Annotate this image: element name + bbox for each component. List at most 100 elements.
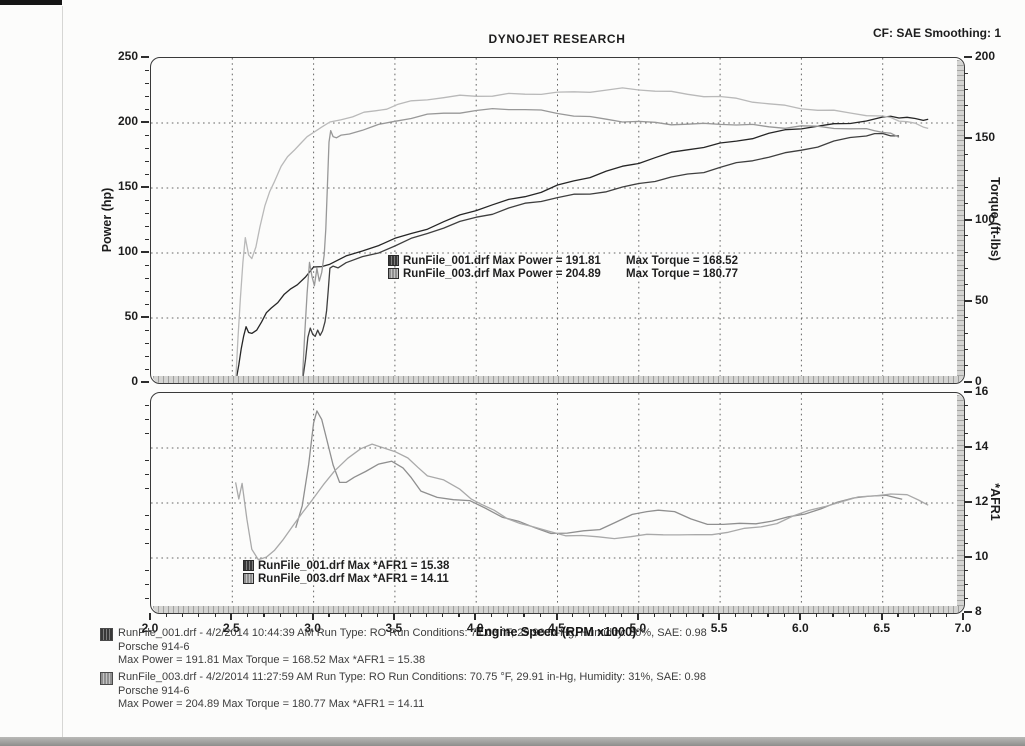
rpm-axis-minor-tick [621, 613, 623, 617]
power-axis-minor-tick [145, 303, 149, 305]
rpm-axis-minor-tick [604, 613, 606, 617]
power-axis-title: Power (hp) [100, 187, 114, 253]
legend-max-afr-001: RunFile_001.drf Max *AFR1 = 15.38 [258, 559, 450, 572]
rpm-axis-minor-tick [425, 613, 428, 617]
rpm-axis-minor-tick [864, 613, 867, 617]
afr-axis-minor-tick-left [145, 529, 149, 531]
rpm-axis-minor-tick [832, 613, 834, 617]
rpm-axis-minor-tick [247, 613, 249, 617]
power-axis-minor-tick [145, 160, 149, 162]
power-tick-label: 250 [117, 49, 138, 63]
rpm-tick-label: 6.0 [792, 621, 809, 635]
rpm-tick-label: 5.5 [710, 621, 728, 635]
rpm-axis-minor-tick [702, 613, 704, 617]
right-axis-band [957, 395, 964, 611]
afr-axis-minor-tick [964, 460, 968, 462]
rpm-axis-minor-tick [767, 613, 769, 617]
runfile-001-drf-torque-curve [301, 107, 900, 383]
rpm-tick-label: 4.5 [548, 621, 565, 635]
afr-legend: RunFile_001.drf Max *AFR1 = 15.38 RunFil… [243, 559, 449, 585]
power-axis-minor-tick [145, 69, 149, 71]
torque-axis-major-tick [964, 218, 972, 221]
afr-axis-minor-tick-left [145, 542, 149, 544]
rpm-axis-minor-tick [490, 613, 493, 617]
scan-edge-artifact-top [0, 0, 62, 5]
afr-tick-label: 8 [975, 604, 982, 618]
rpm-tick-label: 3.0 [304, 621, 321, 635]
power-axis-minor-tick [145, 225, 149, 227]
afr-axis-minor-tick-left [145, 515, 149, 517]
bottom-axis-band [153, 606, 962, 613]
rpm-axis-minor-tick [751, 613, 753, 617]
power-axis-minor-tick [145, 173, 149, 175]
torque-tick-label: 50 [975, 292, 989, 307]
afr-axis-minor-tick-left [145, 405, 149, 407]
run-001-conditions: RunFile_001.drf - 4/2/2014 10:44:39 AM R… [118, 627, 707, 639]
power-axis-minor-tick [145, 329, 149, 331]
rpm-axis-minor-tick [263, 613, 265, 617]
power-axis-minor-tick [145, 342, 149, 344]
runfile-003-color-swatch-icon [243, 573, 254, 584]
power-axis-major-tick [141, 251, 149, 253]
legend-max-afr-003: RunFile_003.drf Max *AFR1 = 14.11 [258, 572, 449, 585]
run-info-block-001: RunFile_001.drf - 4/2/2014 10:44:39 AM R… [100, 627, 707, 668]
afr-axis-minor-tick [964, 515, 968, 517]
legend-max-torque-003: Max Torque = 180.77 [626, 267, 738, 280]
rpm-axis-minor-tick [198, 613, 200, 617]
rpm-axis-minor-tick [182, 613, 184, 617]
rpm-axis-major-tick [555, 613, 558, 620]
legend-row-runfile-003: RunFile_003.drf Max Power = 204.89 Max T… [388, 267, 738, 280]
runfile-001-drf-power-curve [301, 132, 899, 383]
legend-row-runfile-001: RunFile_001.drf Max Power = 191.81 Max T… [388, 254, 738, 267]
torque-axis-minor-tick [964, 154, 968, 156]
legend-max-power-001: RunFile_001.drf Max Power = 191.81 [403, 254, 601, 267]
torque-axis-major-tick [964, 56, 972, 58]
rpm-axis-minor-tick [344, 613, 346, 617]
afr-plot [150, 392, 965, 614]
torque-axis-minor-tick [964, 170, 968, 172]
afr-axis-minor-tick-left [145, 474, 149, 476]
rpm-axis-minor-tick [734, 613, 737, 617]
run-003-vehicle: Porsche 914-6 [118, 684, 190, 697]
power-tick-label: 50 [124, 309, 138, 323]
torque-axis-minor-tick [964, 316, 968, 318]
power-axis-minor-tick [145, 134, 149, 136]
rpm-axis-minor-tick [507, 613, 509, 617]
runfile-003-drf-torque-curve [234, 87, 929, 383]
rpm-tick-label: 7.0 [954, 621, 972, 635]
torque-axis-minor-tick [964, 202, 968, 204]
rpm-axis-minor-tick [442, 613, 444, 617]
afr-axis-minor-tick-left [145, 460, 149, 462]
legend-row-runfile-001: RunFile_001.drf Max *AFR1 = 15.38 [243, 559, 449, 572]
rpm-axis-minor-tick [669, 613, 671, 617]
afr-axis-minor-tick-left [145, 419, 149, 421]
bottom-axis-band [153, 376, 962, 383]
rpm-tick-label: 2.5 [222, 621, 240, 635]
rpm-axis-minor-tick [783, 613, 785, 617]
power-tick-label: 100 [117, 244, 138, 258]
power-axis-minor-tick [145, 264, 149, 266]
power-axis-minor-tick [145, 82, 149, 84]
afr-tick-label: 10 [975, 549, 989, 563]
power-axis-minor-tick [145, 290, 149, 292]
rpm-axis-major-tick [962, 613, 964, 620]
power-axis-minor-tick [145, 147, 149, 149]
power-axis-minor-tick [145, 95, 149, 97]
afr-axis-minor-tick-left [145, 584, 149, 586]
rpm-axis-minor-tick [295, 613, 298, 617]
rpm-axis-minor-tick [360, 613, 363, 617]
chart-title: DYNOJET RESEARCH [488, 32, 626, 46]
rpm-tick-label: 5.0 [629, 621, 647, 635]
afr-axis-minor-tick-left [145, 597, 149, 599]
torque-axis-minor-tick [964, 267, 968, 269]
power-tick-label: 0 [131, 374, 138, 388]
torque-axis-major-tick [964, 137, 972, 140]
power-axis-minor-tick [145, 199, 149, 201]
torque-axis-minor-tick [964, 284, 968, 286]
rpm-axis-minor-tick [897, 613, 899, 617]
power-axis-minor-tick [145, 355, 149, 357]
legend-max-torque-001: Max Torque = 168.52 [626, 254, 738, 267]
torque-axis-minor-tick [964, 121, 968, 123]
power-axis-minor-tick [145, 368, 149, 370]
runfile-003-color-swatch-icon [100, 672, 113, 685]
